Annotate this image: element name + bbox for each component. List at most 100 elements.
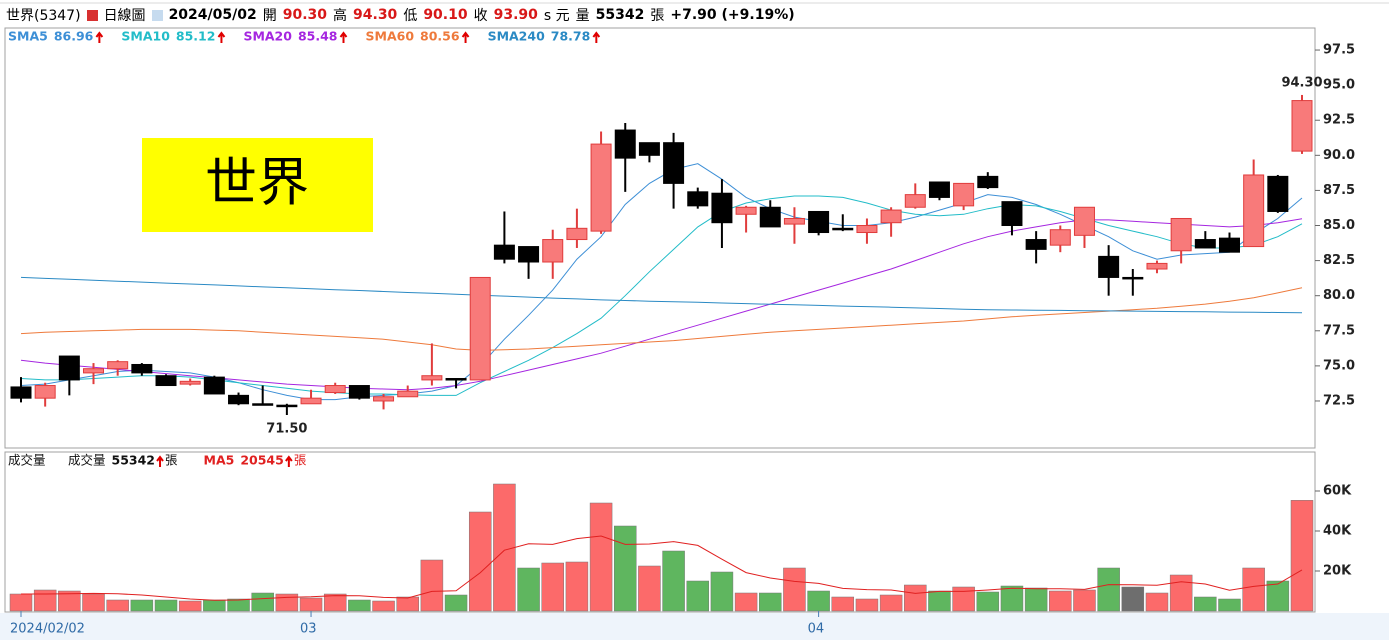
legend-name: MA5 xyxy=(204,453,235,468)
price-panel xyxy=(4,27,1316,449)
y-tick-label: 95.0 xyxy=(1323,78,1355,93)
ohlc-value: 94.30 xyxy=(353,7,398,23)
candle-body xyxy=(638,142,660,156)
volume-bar xyxy=(976,591,1000,612)
y-tick-label: 85.0 xyxy=(1323,218,1355,233)
x-tick-label: 03 xyxy=(300,622,317,637)
candle-body xyxy=(687,191,709,207)
volume-bar xyxy=(493,483,516,612)
candle-body xyxy=(324,385,346,394)
legend-name: SMA10 xyxy=(121,29,170,44)
candle-body xyxy=(10,386,32,399)
candle-body xyxy=(493,244,515,260)
candle-body xyxy=(1122,276,1144,280)
volume-label: 量 xyxy=(575,8,590,24)
volume-bar xyxy=(565,561,589,612)
volume-bar xyxy=(1242,567,1265,612)
volume-bar xyxy=(82,593,105,612)
legend-name: SMA5 xyxy=(8,29,48,44)
candle-body xyxy=(1243,174,1265,248)
y-tick-label: 92.5 xyxy=(1323,113,1355,128)
candle-body xyxy=(711,192,733,224)
candle-body xyxy=(1025,239,1047,250)
volume-bar xyxy=(1290,500,1314,612)
extreme-label: 71.50 xyxy=(266,422,307,437)
candle-body xyxy=(34,385,56,399)
volume-bar xyxy=(468,511,492,612)
ohlc-label: 高 xyxy=(333,8,348,24)
candle-body xyxy=(832,227,854,231)
legend-name: SMA60 xyxy=(366,29,415,44)
legend-value: 86.96 xyxy=(54,29,94,44)
volume-bar xyxy=(396,596,419,612)
candle-body xyxy=(107,361,129,370)
volume-bar xyxy=(928,590,951,612)
candle-body xyxy=(928,181,950,198)
label-box-text: 世界 xyxy=(205,154,309,214)
legend-unit: 張 xyxy=(165,453,178,468)
up-arrow xyxy=(156,455,164,467)
volume-bar xyxy=(299,597,323,612)
candle-body xyxy=(880,209,902,224)
volume-bar xyxy=(589,502,613,612)
change: +7.90 (+9.19%) xyxy=(670,7,795,23)
volume-bar xyxy=(952,586,975,612)
volume-bar xyxy=(372,600,395,612)
volume-bar xyxy=(686,580,710,612)
legend-value: 85.48 xyxy=(298,29,338,44)
volume-bar xyxy=(541,562,564,612)
volume-bar xyxy=(275,593,299,612)
volume-value: 55342 xyxy=(595,7,645,23)
ma-line xyxy=(21,535,1303,601)
volume-bar xyxy=(1218,598,1241,612)
candle-body xyxy=(1146,262,1168,270)
candle-body xyxy=(614,129,636,159)
candle-body xyxy=(373,396,395,402)
candle-body xyxy=(203,376,225,395)
candle-body xyxy=(1291,100,1313,152)
candle-body xyxy=(1001,201,1023,227)
y-tick-label: 72.5 xyxy=(1323,393,1355,408)
y-tick-label: 87.5 xyxy=(1323,183,1355,198)
y-tick-label: 97.5 xyxy=(1323,43,1355,58)
y-tick-label: 60K xyxy=(1323,484,1352,499)
candle-body xyxy=(759,206,781,228)
candle-body xyxy=(590,143,612,232)
volume-bar xyxy=(227,598,250,612)
volume-panel xyxy=(4,451,1316,613)
date: 2024/05/02 xyxy=(168,7,257,23)
volume-bar xyxy=(879,594,903,612)
volume-bar xyxy=(831,596,855,612)
candle-body xyxy=(1194,239,1216,249)
up-arrow xyxy=(95,31,104,43)
volume-bar xyxy=(1194,596,1217,612)
volume-bar xyxy=(106,599,129,612)
legend-name: SMA20 xyxy=(243,29,292,44)
candle-body xyxy=(1098,255,1120,278)
legend-name: SMA240 xyxy=(488,29,546,44)
volume-bar xyxy=(33,589,57,612)
volume-unit: 張 xyxy=(650,8,665,24)
up-arrow xyxy=(339,31,348,43)
ohlc-value: 90.10 xyxy=(423,7,468,23)
date-axis-band xyxy=(0,613,1389,640)
up-arrow xyxy=(285,455,293,467)
volume-bar xyxy=(1024,587,1048,612)
candle-body xyxy=(83,368,105,374)
volume-bar xyxy=(1000,585,1024,612)
legend-unit: 張 xyxy=(294,453,307,468)
volume-bar xyxy=(323,593,347,612)
y-tick-label: 77.5 xyxy=(1323,323,1355,338)
candle-body xyxy=(1049,229,1071,246)
candle-body xyxy=(808,210,830,234)
period: 日線圖 xyxy=(103,8,146,24)
candle-body xyxy=(953,182,975,207)
label-box xyxy=(142,138,373,232)
candle-body xyxy=(904,194,926,208)
candle-body xyxy=(542,239,564,263)
volume-bar xyxy=(638,565,661,612)
volume-bar xyxy=(203,599,226,612)
